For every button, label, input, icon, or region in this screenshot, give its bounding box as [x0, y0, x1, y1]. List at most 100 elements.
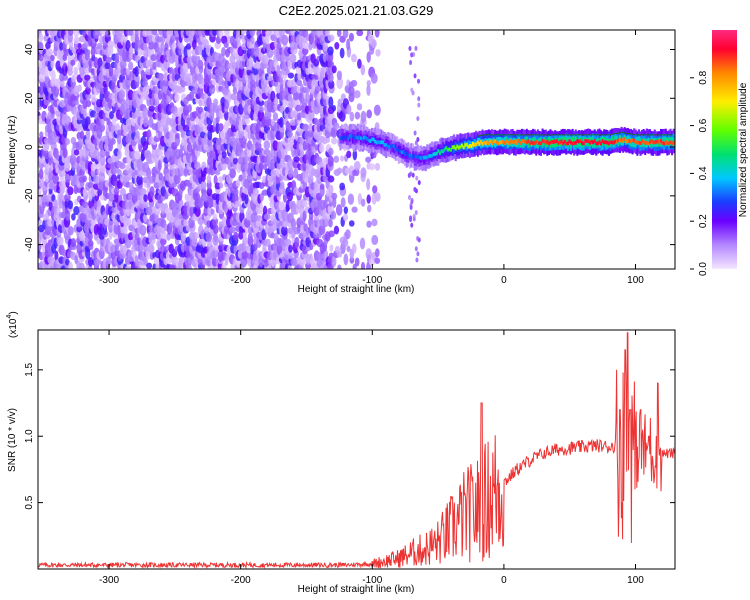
spectrogram-noise-cell [247, 232, 253, 242]
spectrogram-noise-cell [190, 30, 196, 37]
spectrogram-noise-cell [97, 57, 103, 68]
spectrogram-ridge-cell [489, 139, 492, 144]
spectrogram-noise-cell [340, 155, 345, 162]
spectrogram-ridge-cell [569, 140, 573, 145]
spectrogram-noise-cell [39, 131, 44, 139]
spectrogram-noise-cell [297, 72, 302, 81]
spectrogram-ridge-edge [477, 131, 673, 137]
spectrogram-ridge-cell [424, 155, 427, 160]
spectrogram-ridge-cell [571, 136, 574, 145]
spectrogram-noise-cell [54, 250, 59, 262]
spectrogram-noise-cell [333, 225, 340, 235]
spectrogram-ridge-cell [513, 139, 516, 144]
spectrogram-noise-cell [333, 155, 340, 163]
spectrogram-ridge-cell [502, 139, 505, 144]
spectrogram-noise-cell [126, 216, 131, 228]
spectrogram-noise-cell [82, 187, 88, 197]
spectrogram-ridge-cell [663, 137, 666, 146]
spectrogram-noise-cell [53, 136, 59, 144]
spectrogram-ridge-cell [366, 137, 369, 141]
spectrogram-noise-cell [307, 173, 314, 186]
spectrogram-noise-cell [79, 130, 85, 140]
spectrogram-ridge-cell [541, 139, 544, 148]
spectrogram-ridge-cell [445, 146, 448, 150]
spectrogram-noise-cell [175, 132, 180, 139]
spectrogram-noise-cell [319, 105, 325, 115]
spectrogram-ridge-cell [497, 141, 500, 146]
spectrogram-noise-cell [327, 34, 335, 42]
spectrogram-ridge-cell [421, 155, 424, 160]
spectrogram-noise-cell [339, 47, 345, 59]
spectrogram-noise-cell [183, 218, 189, 227]
spectrogram-noise-cell [51, 70, 56, 82]
spectrogram-ridge-cell [671, 137, 674, 146]
spectrogram-noise-cell [202, 122, 210, 134]
spectrogram-noise-cell [343, 253, 349, 266]
spectrogram-ridge-cell [637, 140, 640, 145]
spectrogram-ridge-cell [394, 147, 397, 152]
spectrogram-noise-cell [227, 198, 232, 210]
spectrogram-ridge-cell [532, 141, 535, 146]
spectrogram-ridge-cell [579, 139, 582, 144]
spectrogram-ridge-cell [666, 141, 669, 146]
spectrogram-noise-cell [218, 176, 224, 183]
spectrogram-ridge-cell [484, 141, 487, 146]
spectrogram-noise-cell [143, 201, 149, 209]
spectrogram-noise-cell [365, 156, 372, 163]
spectrogram-noise-cell [149, 186, 155, 198]
spectrogram-noise-cell [117, 149, 122, 160]
spectrogram-ridge-cell [647, 141, 650, 146]
spectrogram-noise-cell [90, 46, 96, 58]
spectrogram-ridge-cell [497, 136, 500, 146]
spectrogram-noise-cell [348, 86, 355, 96]
x-tick-label: 100 [627, 275, 644, 286]
snr-multiplier-exp: 4 [6, 315, 13, 319]
spectrogram-noise-cell [134, 74, 140, 82]
spectrogram-ridge-cell [524, 139, 527, 144]
spectrogram-noise-cell [296, 198, 302, 210]
spectrogram-noise-cell [136, 175, 144, 186]
spectrogram-noise-cell [287, 72, 295, 79]
spectrogram-ridge-cell [634, 140, 637, 145]
spectrogram-noise-cell [330, 210, 337, 220]
spectrogram-noise-cell [262, 243, 267, 252]
spectrogram-noise-cell [417, 237, 421, 243]
spectrogram-noise-cell [340, 197, 346, 208]
spectrogram-ridge-cell [555, 139, 558, 143]
spectrogram-ridge-cell [629, 139, 633, 144]
spectrogram-noise-cell [328, 96, 334, 109]
spectrogram-ridge-cell [340, 136, 344, 140]
spectrogram-noise-cell [224, 60, 230, 73]
spectrogram-ridge-cell [648, 140, 652, 144]
spectrogram-noise-cell [76, 225, 83, 233]
spectrogram-noise-cell [235, 179, 241, 187]
spectrogram-noise-cell [73, 206, 80, 216]
spectrogram-ridge-cell [367, 138, 370, 143]
spectrogram-noise-cell [342, 213, 349, 222]
spectrogram-noise-cell [325, 30, 330, 37]
spectrogram-ridge-cell [612, 140, 615, 145]
spectrogram-noise-cell [233, 231, 239, 241]
spectrogram-ridge-cell [491, 141, 494, 146]
spectrogram-ridge-cell [440, 149, 443, 153]
spectrogram-noise-cell [327, 175, 335, 183]
spectrogram-noise-cell [322, 41, 328, 52]
spectrogram-noise-cell [223, 120, 229, 133]
spectrogram-noise-cell [339, 182, 346, 191]
spectrogram-noise-cell [194, 205, 201, 218]
spectrogram-noise-cell [99, 30, 107, 36]
colorbar-ticks: 0.0 0.2 0.4 0.6 0.8 [690, 70, 709, 276]
spectrogram-noise-cell [257, 99, 265, 107]
spectrogram-noise-cell [359, 237, 366, 250]
spectrogram-ridge-cell [478, 142, 481, 146]
spectrogram-ridge-cell [604, 140, 607, 144]
spectrogram-noise-cell [250, 36, 255, 45]
spectrogram-ridge-cell [667, 141, 670, 146]
spectrogram-ridge-cell [449, 142, 453, 152]
spectrogram-noise-cell [279, 159, 286, 169]
spectrogram-ridge-cell [525, 140, 528, 145]
spectrogram-noise-cell [67, 186, 74, 196]
spectrogram-ridge-cell [558, 140, 562, 145]
spectrogram-ridge-cell [446, 147, 449, 152]
spectrogram-noise-cell [360, 261, 366, 269]
